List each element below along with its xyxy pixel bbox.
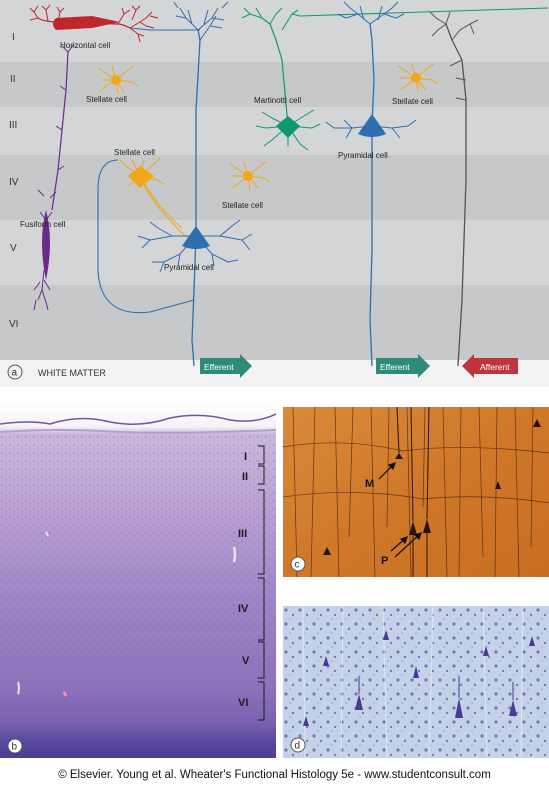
afferent-arrow-label: Afferent [480,362,510,372]
copyright-footer: © Elsevier. Young et al. Wheater's Funct… [58,769,491,781]
layer-band-iii [0,107,549,155]
pyramidal-left-apical-tuft [199,15,223,41]
fusiform-cell [33,43,75,311]
pyramidal-cell-right-body [358,114,386,137]
efferent-arrow-right-label: Efferent [380,362,410,372]
stellate-cell-right [397,63,439,93]
stellate-cell-center [229,161,271,191]
martinotti-cell [241,7,549,151]
afferent-arrow: Afferent [462,354,518,378]
layer-band-ii [0,62,549,107]
panel-d-letter: d [295,741,301,752]
layer-label-iv: IV [9,177,19,188]
martinotti-soma [395,453,403,459]
martinotti-cell-body [276,116,300,138]
panel-a-letter: a [12,368,18,379]
stellate-cell-top [97,65,139,95]
stellate-cell-mid-body [128,166,154,188]
top-tangential-fiber [129,27,200,31]
layer-label-ii: II [10,74,16,85]
label-martinotti-cell: Martinotti cell [254,96,301,105]
panel-c-letter: c [295,560,300,571]
label-stellate-cell-right: Stellate cell [392,97,433,106]
pyramidal-soma-1 [409,521,417,535]
label-p: P [381,555,388,567]
layer-band-i [0,0,549,62]
label-stellate-cell-mid: Stellate cell [114,148,155,157]
label-m: M [365,478,374,490]
pyramidal-cell-left [97,1,253,367]
efferent-arrow-left-label: Efferent [204,362,234,372]
b-layer-label-iii: III [238,528,247,540]
layer-band-iv [0,155,549,220]
afferent-fiber [429,11,479,367]
efferent-arrow-right: Efferent [376,354,430,378]
panel-a-letter-circle [7,364,23,380]
panel-b-letter: b [12,742,18,753]
stellate-cell-center-body [243,171,253,181]
layer-brackets [258,445,265,721]
layer-label-v: V [10,243,17,254]
horizontal-cell-body [53,16,120,30]
pyramidal-cell-right [325,1,417,367]
panel-a-cortex-diagram: I II III IV V VI a WHITE MATTER [0,0,549,387]
panel-b-letter-circle [7,738,23,754]
pyramidal-neurons [303,630,535,726]
label-stellate-cell-top: Stellate cell [86,95,127,104]
stellate-cell-top-body [111,75,121,85]
efferent-arrow-left: Efferent [200,354,252,378]
layer-band-v [0,220,549,285]
pyramidal-cell-left-body [182,226,210,249]
b-layer-label-vi: VI [238,697,248,709]
layer-label-vi: VI [9,319,18,330]
white-matter-label: WHITE MATTER [38,368,106,378]
label-pyramidal-cell-right: Pyramidal cell [338,151,388,160]
panel-c-micrograph: M P c [283,407,549,577]
stellate-cell-right-body [411,73,421,83]
label-horizontal-cell: Horizontal cell [60,41,110,50]
layer-label-i: I [12,32,15,43]
label-stellate-cell-center: Stellate cell [222,201,263,210]
golgi-fibers [283,407,549,577]
b-layer-label-iv: IV [238,603,249,615]
panel-c-letter-circle [290,556,306,572]
b-layer-label-v: V [242,655,250,667]
layer-label-iii: III [9,120,17,131]
pyramidal-soma-2 [423,519,431,533]
b-layer-label-i: I [244,451,247,463]
layer-band-vi [0,285,549,360]
panel-d-letter-circle [290,737,306,753]
label-pyramidal-cell-left: Pyramidal cell [164,263,214,272]
b-layer-label-ii: II [242,471,248,483]
panel-d-micrograph: d [283,606,549,758]
panel-b-micrograph: I II III IV V VI b [0,402,276,758]
fusiform-cell-body [42,210,50,280]
annotation-arrows [378,462,422,558]
label-fusiform-cell: Fusiform cell [20,220,66,229]
